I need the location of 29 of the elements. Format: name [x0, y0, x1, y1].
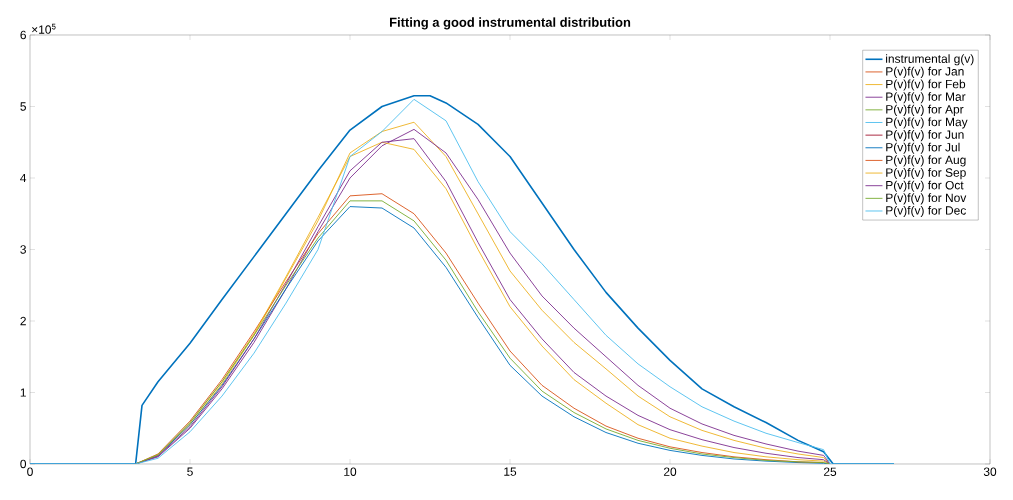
- x-tick-label: 30: [983, 467, 997, 476]
- legend-label: P(v)f(v) for May: [886, 117, 968, 129]
- legend-label: P(v)f(v) for Jul: [886, 142, 960, 154]
- legend-label: P(v)f(v) for Jun: [886, 130, 964, 142]
- y-tick-label: 1: [20, 388, 26, 397]
- y-tick-label: 6: [20, 30, 26, 40]
- legend-label: P(v)f(v) for Feb: [886, 79, 966, 91]
- x-tick-label: 15: [504, 467, 517, 476]
- legend-label: instrumental g(v): [886, 54, 974, 66]
- x-tick-label: 0: [27, 467, 33, 476]
- legend-label: P(v)f(v) for Sep: [886, 167, 966, 180]
- chart-title: Fitting a good instrumental distribution: [390, 17, 631, 30]
- legend-label: P(v)f(v) for Jan: [886, 66, 964, 78]
- x-tick-label: 25: [823, 467, 837, 476]
- y-tick-label: 0: [20, 459, 27, 469]
- text: ×10$^{5}$: [32, 23, 56, 34]
- x-tick-label: 10: [344, 467, 357, 476]
- legend-label: P(v)f(v) for Apr: [886, 104, 964, 116]
- legend-label: P(v)f(v) for Mar: [886, 92, 966, 104]
- y-tick-label: 2: [20, 316, 26, 326]
- x-tick-label: 5: [187, 467, 193, 476]
- legend-label: P(v)f(v) for Dec: [886, 205, 966, 218]
- legend-label: P(v)f(v) for Aug: [886, 155, 966, 167]
- y-tick-label: 4: [20, 173, 27, 183]
- legend-label: P(v)f(v) for Oct: [886, 180, 964, 192]
- legend-label: P(v)f(v) for Nov: [886, 193, 967, 205]
- y-tick-label: 5: [20, 102, 26, 111]
- x-tick-label: 20: [663, 467, 677, 476]
- y-tick-label: 3: [20, 245, 26, 254]
